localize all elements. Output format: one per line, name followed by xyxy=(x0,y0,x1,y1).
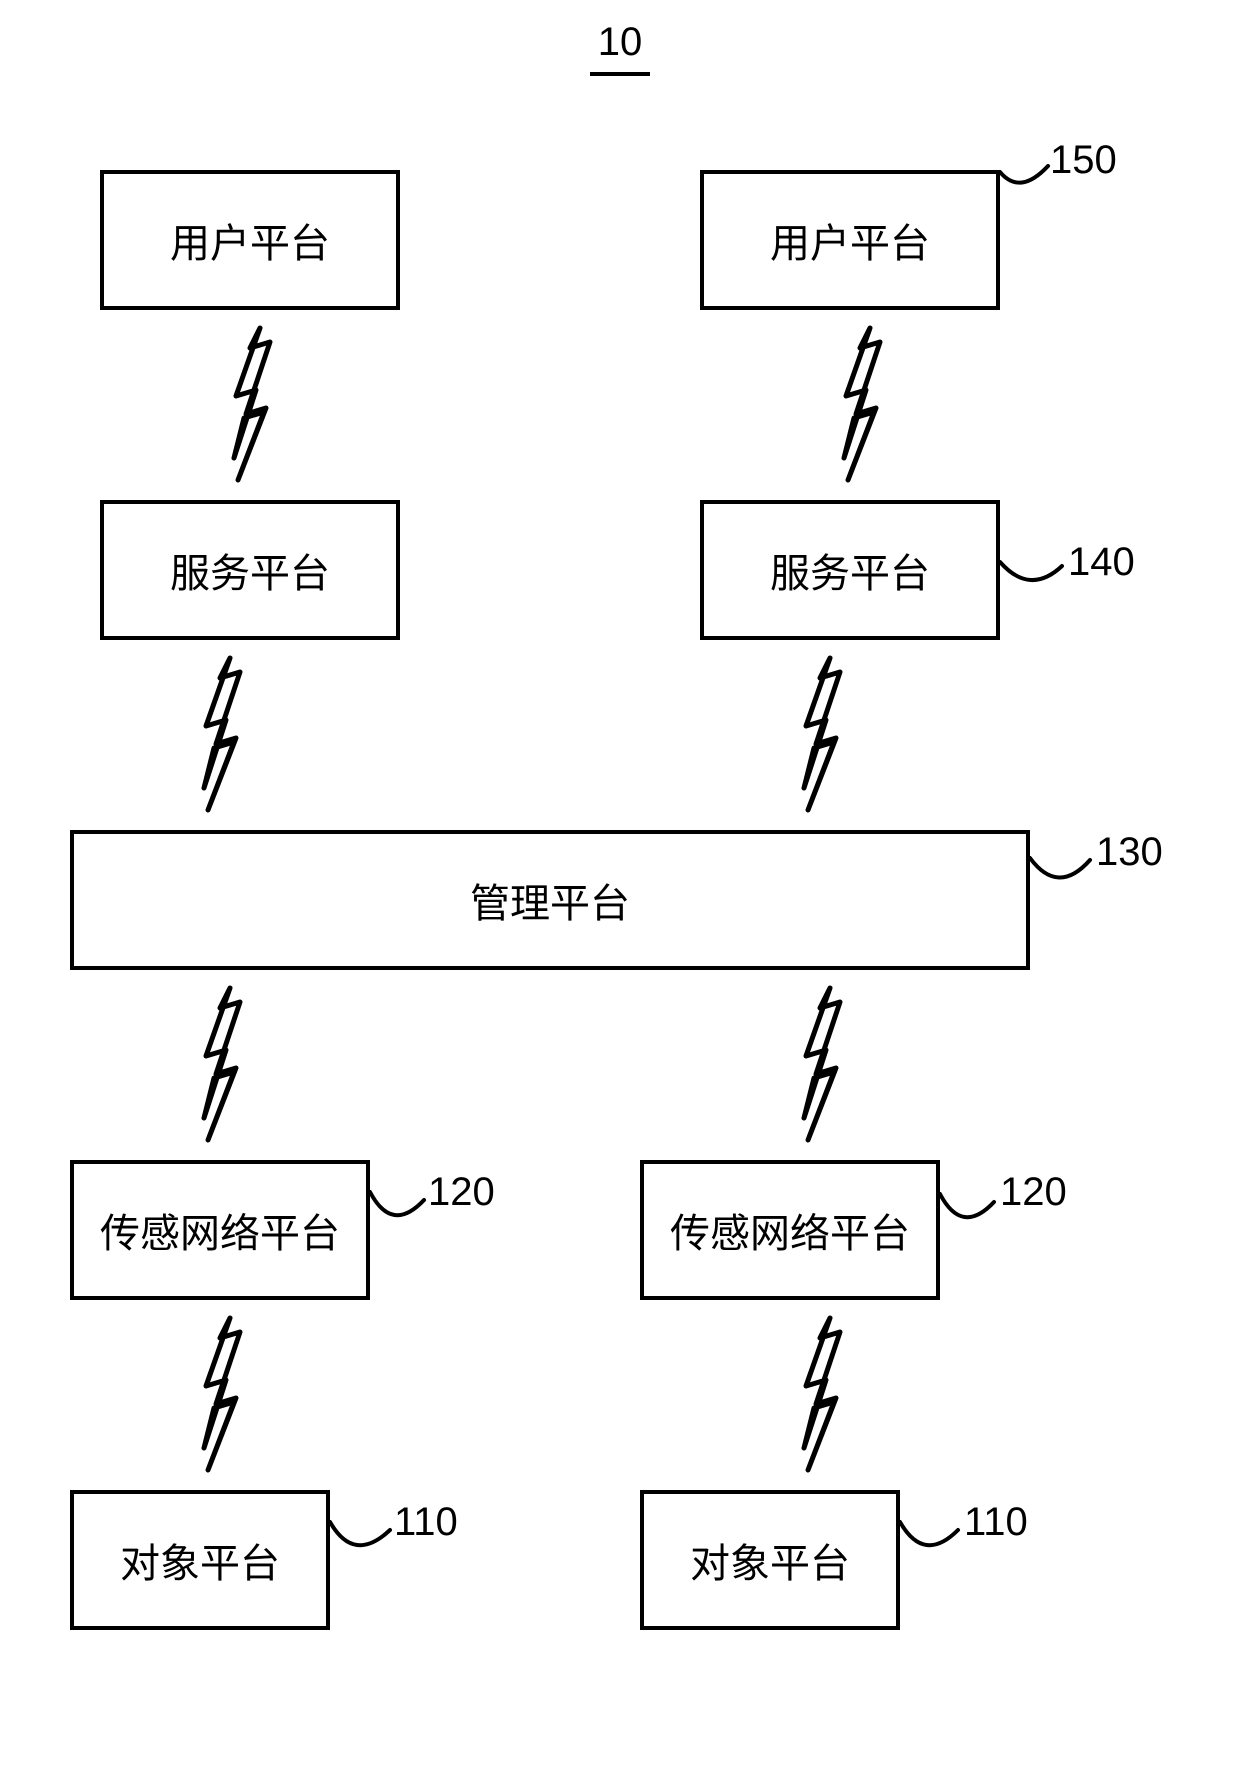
bolt-icon xyxy=(780,650,860,820)
leader-110l xyxy=(324,1516,396,1570)
leader-110r xyxy=(894,1516,964,1570)
figure-number-underline xyxy=(590,72,650,76)
box-sensor-left: 传感网络平台 xyxy=(70,1160,370,1300)
diagram-canvas: { "figure": { "number": "10", "number_fo… xyxy=(0,0,1240,1778)
ref-120l: 120 xyxy=(428,1170,495,1215)
figure-number: 10 xyxy=(584,20,656,65)
bolt-icon xyxy=(180,1310,260,1480)
ref-110r: 110 xyxy=(964,1500,1028,1545)
box-service-left: 服务平台 xyxy=(100,500,400,640)
bolt-icon xyxy=(210,320,290,490)
bolt-icon xyxy=(780,1310,860,1480)
leader-120r xyxy=(934,1188,1000,1242)
box-object-left: 对象平台 xyxy=(70,1490,330,1630)
ref-150: 150 xyxy=(1050,138,1117,183)
box-user-left: 用户平台 xyxy=(100,170,400,310)
leader-150 xyxy=(994,160,1054,202)
box-label: 服务平台 xyxy=(170,541,330,599)
box-sensor-right: 传感网络平台 xyxy=(640,1160,940,1300)
ref-110l: 110 xyxy=(394,1500,458,1545)
leader-130 xyxy=(1024,852,1096,902)
ref-120r: 120 xyxy=(1000,1170,1067,1215)
box-label: 用户平台 xyxy=(170,211,330,269)
box-label: 传感网络平台 xyxy=(100,1201,340,1259)
bolt-icon xyxy=(180,980,260,1150)
box-label: 管理平台 xyxy=(470,871,630,929)
box-user-right: 用户平台 xyxy=(700,170,1000,310)
ref-130: 130 xyxy=(1096,830,1163,875)
box-mgmt: 管理平台 xyxy=(70,830,1030,970)
bolt-icon xyxy=(780,980,860,1150)
ref-140: 140 xyxy=(1068,540,1135,585)
box-label: 服务平台 xyxy=(770,541,930,599)
box-label: 对象平台 xyxy=(120,1531,280,1589)
leader-120l xyxy=(364,1186,430,1240)
box-label: 用户平台 xyxy=(770,211,930,269)
leader-140 xyxy=(994,556,1068,602)
bolt-icon xyxy=(180,650,260,820)
box-label: 对象平台 xyxy=(690,1531,850,1589)
box-object-right: 对象平台 xyxy=(640,1490,900,1630)
box-service-right: 服务平台 xyxy=(700,500,1000,640)
bolt-icon xyxy=(820,320,900,490)
box-label: 传感网络平台 xyxy=(670,1201,910,1259)
